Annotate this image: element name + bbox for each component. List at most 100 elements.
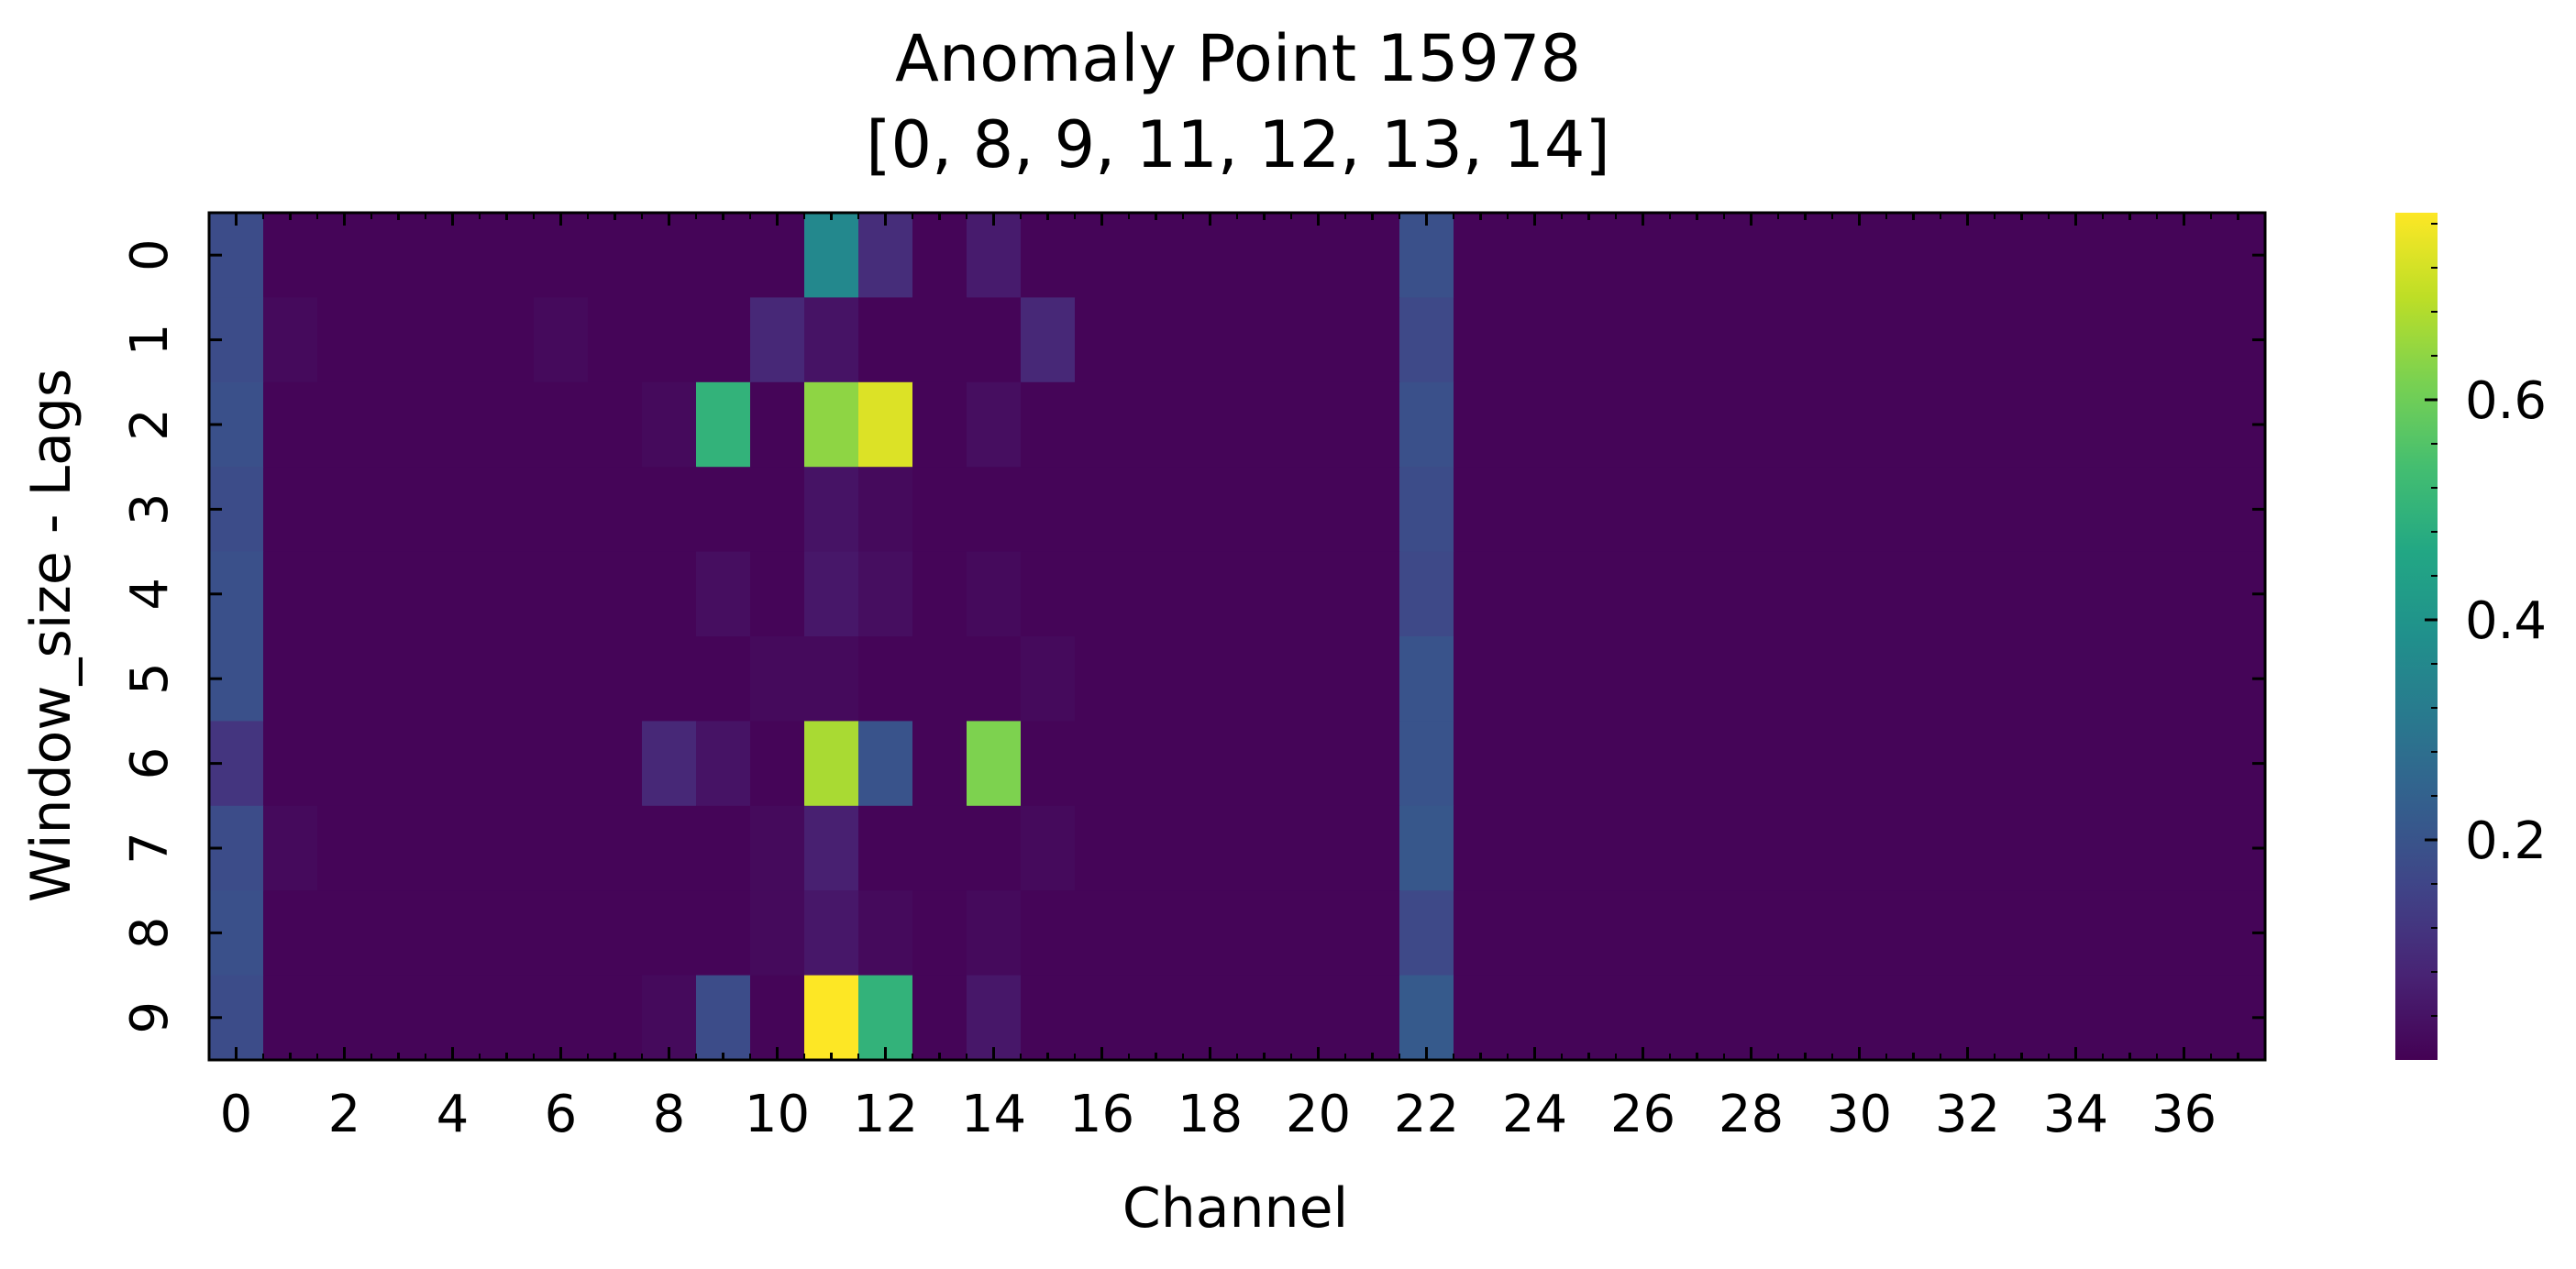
heatmap-cell <box>588 381 643 468</box>
heatmap-cell <box>534 213 589 298</box>
heatmap-cell <box>1075 721 1130 807</box>
heatmap-cell <box>1778 636 1833 722</box>
chart-title-line-1: Anomaly Point 15978 <box>895 21 1581 96</box>
heatmap-cell <box>2103 297 2158 383</box>
heatmap-cell <box>1724 975 1779 1061</box>
heatmap-cell <box>1940 805 1996 891</box>
heatmap-cell <box>317 805 372 891</box>
x-tick-labels: 0 2 4 6 8 10 12 14 16 18 20 22 24 26 28 30 32 34 36 <box>220 1085 2217 1144</box>
heatmap-cell <box>2049 975 2104 1061</box>
heatmap-cell <box>642 805 697 891</box>
heatmap-cell <box>967 975 1022 1061</box>
heatmap-cell <box>967 721 1022 807</box>
heatmap-cell <box>1021 721 1076 807</box>
heatmap-cell <box>534 467 589 553</box>
heatmap-cell <box>1616 721 1671 807</box>
heatmap-cell <box>1832 381 1887 468</box>
heatmap-cell <box>1021 467 1076 553</box>
heatmap-cell <box>1129 721 1184 807</box>
heatmap-cell <box>1724 381 1779 468</box>
heatmap-cell <box>1399 975 1454 1061</box>
heatmap-cell <box>696 805 751 891</box>
heatmap-cell <box>371 975 426 1061</box>
heatmap-cell <box>858 467 913 553</box>
heatmap-cell <box>1616 975 1671 1061</box>
heatmap-cell <box>2049 551 2104 637</box>
heatmap-cell <box>1291 381 1346 468</box>
heatmap-cell <box>1508 975 1563 1061</box>
heatmap-cell <box>2103 636 2158 722</box>
heatmap-cell <box>426 213 481 298</box>
heatmap-cell <box>1508 381 1563 468</box>
heatmap-cell <box>1021 213 1076 298</box>
y-tick-label: 9 <box>120 1001 180 1034</box>
heatmap-cell <box>750 381 805 468</box>
heatmap-cell <box>1670 381 1725 468</box>
heatmap-cell <box>1940 721 1996 807</box>
heatmap-cell <box>1508 213 1563 298</box>
x-tick-label: 10 <box>745 1085 810 1144</box>
heatmap-cell <box>1454 975 1509 1061</box>
heatmap-cell <box>1454 213 1509 298</box>
x-tick-label: 4 <box>437 1085 470 1144</box>
heatmap-cell <box>1940 297 1996 383</box>
heatmap-cell <box>858 805 913 891</box>
heatmap-cell <box>1129 467 1184 553</box>
heatmap-cell <box>804 805 859 891</box>
heatmap-cell <box>912 636 967 722</box>
heatmap-cell <box>750 551 805 637</box>
heatmap-cell <box>1291 551 1346 637</box>
heatmap-cell <box>1832 890 1887 977</box>
heatmap-cell <box>371 551 426 637</box>
heatmap-cell <box>1995 975 2050 1061</box>
heatmap-cell <box>1129 805 1184 891</box>
heatmap-cell <box>1778 551 1833 637</box>
heatmap-cell <box>1237 551 1292 637</box>
heatmap-cell <box>588 805 643 891</box>
heatmap-cell <box>1237 297 1292 383</box>
heatmap-cell <box>480 890 535 977</box>
heatmap-cell <box>426 297 481 383</box>
heatmap-cell <box>804 636 859 722</box>
heatmap-cell <box>1616 551 1671 637</box>
heatmap-cell <box>1291 636 1346 722</box>
heatmap-cell <box>2103 890 2158 977</box>
heatmap-cell <box>642 975 697 1061</box>
y-tick-label: 3 <box>120 493 180 526</box>
heatmap-cell <box>642 381 697 468</box>
heatmap-cells <box>209 213 2266 1061</box>
x-tick-label: 36 <box>2151 1085 2217 1144</box>
heatmap-cell <box>1940 890 1996 977</box>
heatmap-cell <box>1995 721 2050 807</box>
heatmap-cell <box>1724 636 1779 722</box>
heatmap-cell <box>2157 975 2212 1061</box>
heatmap-cell <box>1021 636 1076 722</box>
heatmap-cell <box>263 467 318 553</box>
heatmap-cell <box>1454 467 1509 553</box>
heatmap-cell <box>696 721 751 807</box>
heatmap-cell <box>1075 381 1130 468</box>
heatmap-cell <box>1399 297 1454 383</box>
heatmap-cell <box>1995 467 2050 553</box>
x-axis-label: Channel <box>1122 1176 1348 1241</box>
heatmap-cell <box>912 975 967 1061</box>
heatmap-cell <box>1886 636 1941 722</box>
heatmap-cell <box>1724 467 1779 553</box>
heatmap-cell <box>2103 467 2158 553</box>
heatmap-cell <box>1940 381 1996 468</box>
heatmap-cell <box>1183 805 1238 891</box>
heatmap-cell <box>1454 636 1509 722</box>
heatmap-cell <box>1832 213 1887 298</box>
heatmap-cell <box>1724 297 1779 383</box>
heatmap-cell <box>1399 381 1454 468</box>
heatmap-cell <box>1940 551 1996 637</box>
heatmap-cell <box>750 213 805 298</box>
heatmap-cell <box>1345 551 1400 637</box>
heatmap-cell <box>480 721 535 807</box>
heatmap-cell <box>967 213 1022 298</box>
heatmap-cell <box>2103 213 2158 298</box>
heatmap-cell <box>1454 381 1509 468</box>
heatmap-cell <box>426 551 481 637</box>
heatmap-cell <box>696 975 751 1061</box>
heatmap-cell <box>750 890 805 977</box>
